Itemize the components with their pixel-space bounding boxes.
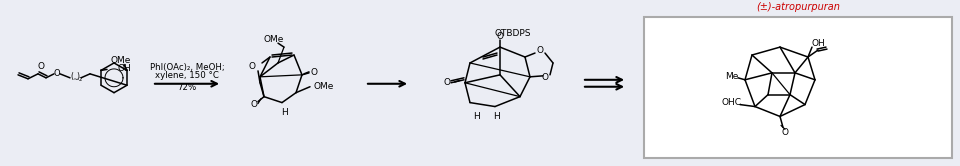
- Text: OHC: OHC: [722, 98, 742, 107]
- Text: H: H: [473, 112, 480, 121]
- Text: ∼: ∼: [72, 76, 78, 82]
- Text: O: O: [781, 128, 788, 137]
- Text: PhI(OAc)₂, MeOH;: PhI(OAc)₂, MeOH;: [150, 63, 225, 72]
- Text: (: (: [70, 72, 74, 81]
- Bar: [644, 17, 952, 158]
- Text: OMe: OMe: [110, 56, 132, 65]
- Text: H: H: [280, 108, 287, 117]
- Text: O: O: [444, 78, 450, 87]
- Text: O: O: [249, 62, 255, 71]
- Text: O: O: [54, 69, 60, 78]
- Text: O: O: [251, 100, 257, 109]
- Text: H: H: [493, 112, 500, 121]
- Text: xylene, 150 °C: xylene, 150 °C: [156, 71, 219, 80]
- Text: OTBDPS: OTBDPS: [494, 29, 531, 38]
- Text: ): ): [77, 72, 80, 81]
- Text: OMe: OMe: [264, 35, 284, 44]
- Text: OH: OH: [117, 64, 131, 73]
- Text: 2: 2: [79, 77, 82, 82]
- Text: O: O: [541, 73, 548, 82]
- Text: Me: Me: [726, 72, 738, 81]
- Text: O: O: [37, 62, 44, 71]
- Text: O: O: [310, 68, 318, 77]
- Text: OMe: OMe: [314, 82, 334, 91]
- Text: 72%: 72%: [178, 83, 197, 92]
- Text: O: O: [537, 46, 543, 55]
- Text: (±)-atropurpuran: (±)-atropurpuran: [756, 2, 840, 12]
- Text: OH: OH: [812, 39, 826, 48]
- Text: O: O: [496, 32, 503, 41]
